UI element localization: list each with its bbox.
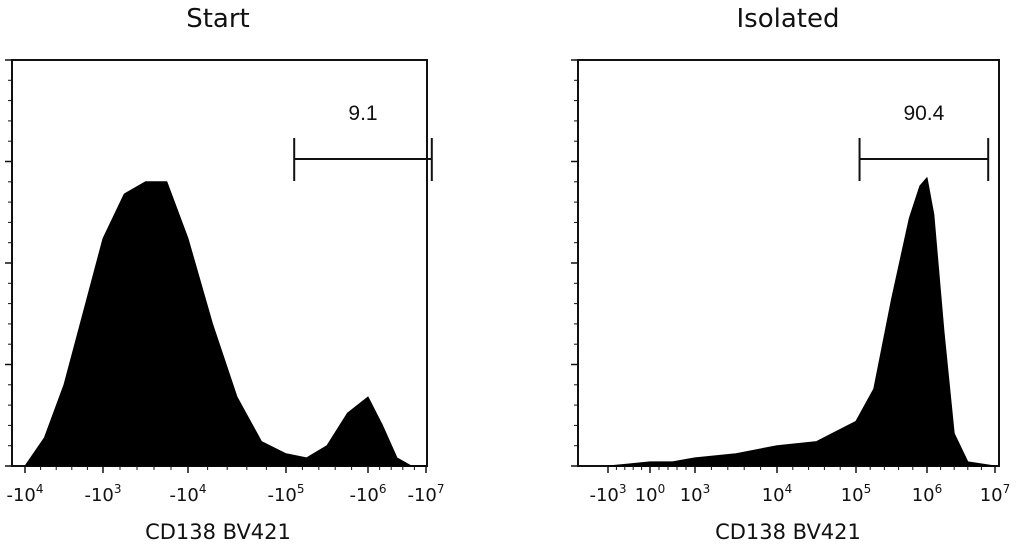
- x-tick-label: 103: [680, 482, 711, 506]
- histogram-plot-isolated: -103 100 103 104 105 106 107 90.4: [571, 59, 1011, 506]
- x-tick-label: 100: [635, 482, 666, 506]
- x-axis-label: CD138 BV421: [145, 520, 291, 544]
- x-tick-label: -106: [349, 482, 386, 506]
- x-tick-label: 106: [912, 482, 943, 506]
- x-tick-label: -104: [6, 482, 43, 506]
- chart-title: Start: [186, 4, 250, 34]
- histogram-fill: [607, 177, 996, 467]
- x-tick-label: -103: [84, 482, 121, 506]
- x-axis-label: CD138 BV421: [715, 520, 861, 544]
- histogram-fill: [24, 181, 427, 467]
- gate-label: 90.4: [903, 102, 944, 125]
- histogram-panel-start: Start -104 -103 -104 -105 -106 -107 9.1 CD138 …: [5, 4, 445, 544]
- chart-title: Isolated: [736, 4, 840, 34]
- x-tick-label: 105: [841, 482, 872, 506]
- x-tick-label: 107: [980, 482, 1011, 506]
- x-tick-label: -103: [589, 482, 626, 506]
- x-tick-label: -105: [267, 482, 304, 506]
- histogram-panel-isolated: Isolated -103 100 103 104 105 106 107 90.4 CD13…: [511, 0, 1022, 554]
- x-tick-label: -107: [407, 482, 444, 506]
- x-tick-label: -104: [169, 482, 206, 506]
- gate-label: 9.1: [348, 102, 377, 125]
- x-tick-label: 104: [762, 482, 793, 506]
- histogram-plot-start: -104 -103 -104 -105 -106 -107 9.1: [5, 59, 445, 506]
